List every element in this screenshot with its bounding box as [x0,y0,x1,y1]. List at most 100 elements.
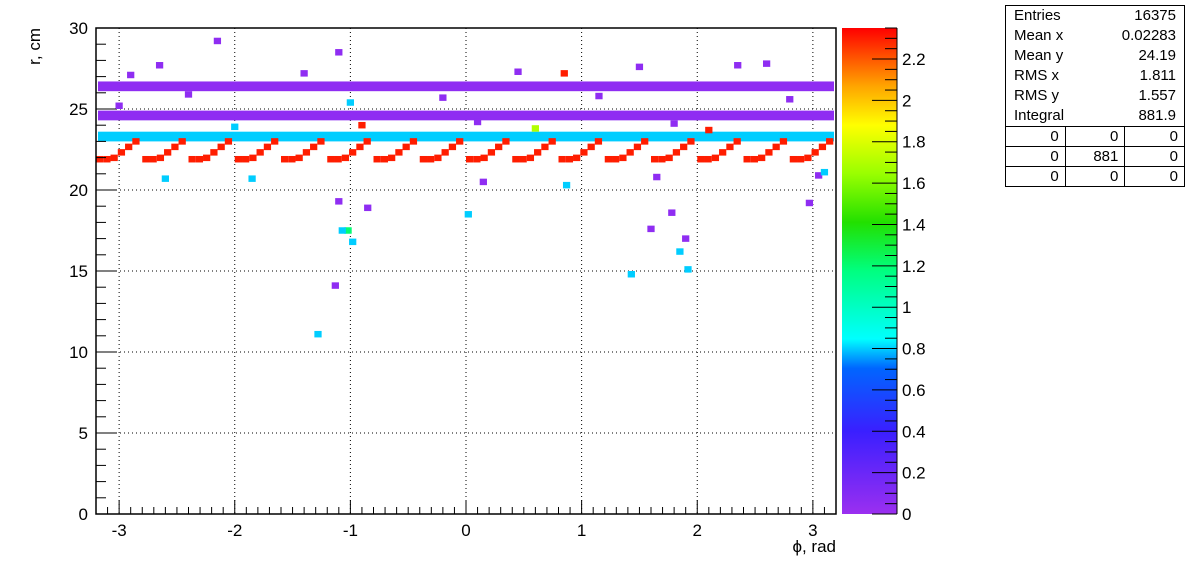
x-tick-label: 0 [461,521,470,540]
heatmap-cell [184,91,193,98]
heatmap-cell [456,138,464,145]
heatmap-cell [327,155,335,163]
heatmap-cell [594,138,603,145]
heatmap-cell [249,154,257,162]
heatmap-cell [110,154,118,162]
heatmap-cell [409,138,418,145]
heatmap-cell [765,149,773,156]
stat-value: 16375 [1134,7,1176,24]
color-scale-tick-label: 1.8 [902,133,926,152]
x-tick-label: 1 [577,521,586,540]
heatmap-cell [248,175,256,182]
stat-grid-cell: 881 [1064,147,1125,166]
color-scale-tick-label: 0.6 [902,381,926,400]
band-cells [98,110,834,121]
heatmap-cell [149,155,157,163]
color-scale-tick-label: 0.4 [902,422,926,441]
x-tick-label: -1 [343,521,358,540]
heatmap-cell [684,266,692,273]
band-cells [98,131,834,142]
heatmap-cell [635,63,644,71]
heatmap-cell [653,173,661,181]
statistics-box: Entries 16375 Mean x 0.02283 Mean y 24.19 R… [1005,5,1185,187]
color-scale-tick-label: 0.2 [902,464,926,483]
stat-rms-x: RMS x 1.811 [1006,66,1184,86]
heatmap-cell [217,143,225,151]
color-scale-tick-label: 1 [902,298,911,317]
heatmap-cell [473,155,481,163]
y-tick-label: 10 [69,343,88,362]
stat-mean-y: Mean y 24.19 [1006,46,1184,66]
heatmap-cell [115,102,123,109]
stat-grid-row: 0 0 0 [1006,166,1184,186]
heatmap-cell [338,227,346,234]
heatmap-cell [626,149,634,156]
heatmap-cell [805,199,814,207]
heatmap-cell [534,149,542,156]
heatmap-cell [562,181,571,189]
heatmap-cell [388,154,396,162]
heatmap-cell [156,154,165,162]
y-axis-label: r, cm [25,28,44,65]
heatmap-cell [612,155,620,163]
heatmap-cell [619,154,627,162]
heatmap-cell [668,209,676,216]
heatmap-cell [541,143,549,151]
heatmap-cell [502,138,510,145]
heatmap-cell [213,37,222,45]
stat-integral: Integral 881.9 [1006,106,1184,126]
heatmap-cell [672,149,681,156]
heatmap-cell [164,149,172,156]
heatmap-cell [256,149,264,156]
heatmap-cell [234,155,243,163]
color-scale-tick-label: 2 [902,91,911,110]
heatmap-cell [804,154,812,162]
color-scale-tick-label: 1.4 [902,215,926,234]
heatmap-cells [96,37,834,338]
heatmap-cell [531,125,540,132]
x-tick-label: 2 [693,521,702,540]
heatmap-cell [595,92,603,100]
heatmap-cell [786,96,794,103]
heatmap-cell [395,149,403,156]
heatmap-cell [665,154,673,162]
stat-grid-cell: 0 [1064,127,1125,146]
heatmap-cell [670,120,678,127]
color-scale-tick-label: 2.2 [902,50,926,69]
heatmap-cell [281,155,289,163]
heatmap-cell [587,143,595,151]
heatmap-cell [818,143,827,151]
color-scale-axis: 0 0.2 0.4 0.6 0.8 1 1.2 1.4 1.6 1.8 2 2.2 [872,27,926,524]
x-tick-label: -2 [227,521,242,540]
heatmap-cell [161,175,170,182]
heatmap-cell [512,155,520,163]
heatmap-cell [335,49,343,56]
heatmap-cell [132,138,140,145]
heatmap-cell [335,198,343,205]
heatmap-cell [117,149,126,156]
stat-grid-row: 0 881 0 [1006,146,1184,166]
heatmap-cell [195,155,204,163]
heatmap-cell [155,62,164,69]
heatmap-cell [314,330,322,338]
heatmap-cell [519,155,527,163]
heatmap-cell [317,138,325,145]
heatmap-cell [300,70,308,77]
heatmap-cell [682,235,690,242]
heatmap-cell [224,138,233,145]
color-scale-tick-label: 1.2 [902,257,926,276]
stat-label: Mean x [1014,27,1064,44]
heatmap-cell [826,138,834,145]
heatmap-cell [127,71,135,79]
heatmap-cell [651,155,659,163]
heatmap-cell [349,149,357,156]
heatmap-cell [495,143,503,151]
heatmap-cell [358,121,366,129]
heatmap-cell [733,138,741,145]
stat-grid-cell: 0 [1050,148,1059,165]
heatmap-cell [641,138,649,145]
heatmap-cell [402,143,410,151]
heatmap-cell [331,282,339,289]
heatmap-cell [364,204,372,212]
y-tick-label: 15 [69,262,88,281]
